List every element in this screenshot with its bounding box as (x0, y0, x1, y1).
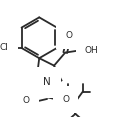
Text: O: O (23, 96, 30, 105)
Text: N: N (43, 77, 51, 87)
Text: OH: OH (85, 46, 98, 55)
Text: O: O (65, 31, 72, 40)
Text: Cl: Cl (0, 43, 9, 53)
Text: O: O (62, 95, 69, 104)
